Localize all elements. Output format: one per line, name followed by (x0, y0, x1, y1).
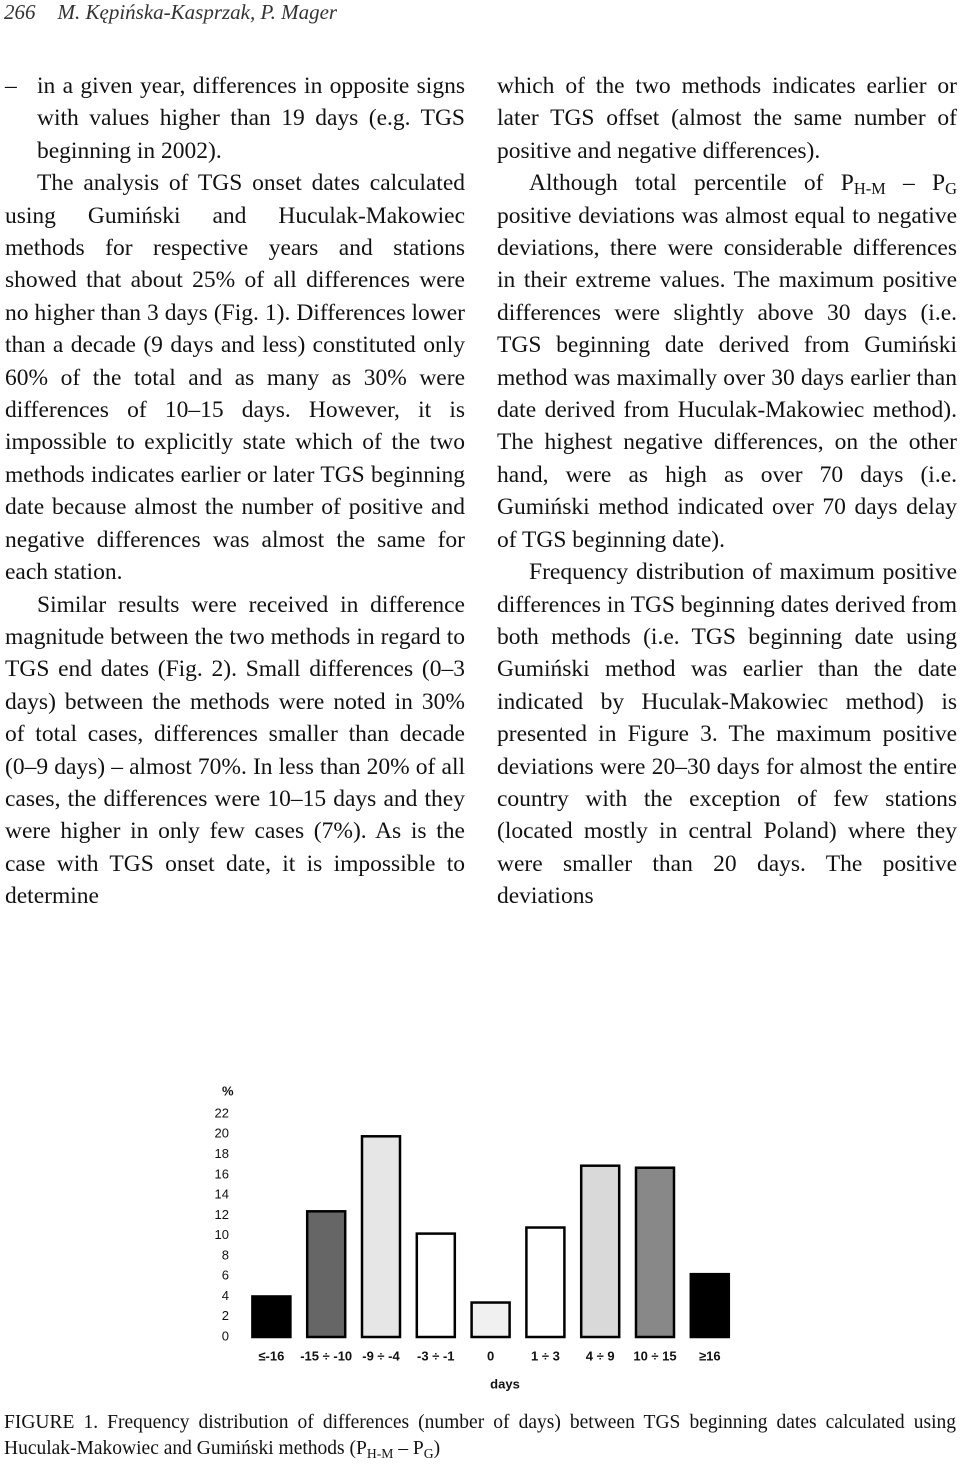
paragraph: which of the two methods indicates earli… (497, 70, 957, 167)
text: which of the two methods indicates earli… (497, 73, 957, 164)
y-tick-label: 2 (222, 1308, 229, 1323)
paragraph: Similar results were received in differe… (5, 589, 465, 913)
subscript: G (423, 1446, 434, 1461)
subscript: G (945, 179, 957, 199)
paragraph: Frequency distribution of maximum positi… (497, 556, 957, 912)
text: Although total percentile of P (529, 170, 854, 197)
right-column: which of the two methods indicates earli… (497, 70, 957, 913)
paragraph: in a given year, differences in opposite… (37, 70, 465, 167)
bar (689, 1272, 731, 1339)
left-column: – in a given year, differences in opposit… (5, 70, 465, 913)
y-tick-label: 20 (215, 1126, 229, 1141)
bar (251, 1295, 292, 1339)
x-tick-label: 4 ÷ 9 (586, 1348, 615, 1363)
x-tick-label: -15 ÷ -10 (300, 1348, 352, 1363)
x-tick-label: ≤-16 (258, 1348, 284, 1363)
x-tick-label: -3 ÷ -1 (417, 1348, 454, 1363)
text: ) (433, 1438, 441, 1459)
list-marker: – (5, 73, 17, 99)
y-tick-label: 8 (222, 1247, 229, 1262)
list-item: – in a given year, differences in opposit… (5, 70, 465, 167)
x-tick-label: 10 ÷ 15 (633, 1348, 676, 1363)
y-tick-label: 4 (222, 1288, 229, 1303)
text: Similar results were received in differe… (5, 591, 465, 910)
text: positive deviations was almost equal to … (497, 202, 957, 553)
bar (415, 1232, 457, 1339)
bar (634, 1166, 676, 1339)
y-tick-label: 0 (222, 1328, 229, 1343)
authors: M. Kępińska-Kasprzak, P. Mager (57, 0, 338, 24)
chart: % 0 2 4 6 8 10 12 14 16 18 20 22 ≤-16 -15 ÷ -10 -9 ÷ -4… (215, 1083, 731, 1391)
text: FIGURE 1. Frequency distribution of diff… (4, 1412, 956, 1459)
text: Frequency distribution of maximum positi… (497, 559, 957, 910)
bar (360, 1135, 402, 1339)
y-axis-label: % (222, 1083, 234, 1098)
figure-caption: FIGURE 1. Frequency distribution of diff… (4, 1410, 956, 1462)
y-tick-label: 14 (215, 1187, 229, 1202)
x-tick-label: 1 ÷ 3 (531, 1348, 560, 1363)
x-tick-label: -9 ÷ -4 (362, 1348, 400, 1363)
y-tick-label: 10 (215, 1227, 229, 1242)
text: in a given year, differences in opposite… (37, 73, 465, 164)
text: – P (393, 1438, 424, 1459)
bar (470, 1301, 511, 1339)
paragraph: The analysis of TGS onset dates calculat… (5, 167, 465, 588)
subscript: H-M (853, 179, 886, 199)
bar (525, 1226, 566, 1339)
bar (305, 1210, 347, 1339)
y-tick-label: 18 (215, 1146, 229, 1161)
y-tick-label: 22 (215, 1105, 229, 1120)
x-axis-label: days (490, 1376, 520, 1391)
x-tick-label: 0 (487, 1348, 494, 1363)
header: 266 M. Kępińska-Kasprzak, P. Mager (4, 0, 359, 25)
text: The analysis of TGS onset dates calculat… (5, 170, 465, 586)
page-number: 266 (4, 0, 36, 24)
text: – P (885, 170, 946, 197)
bar (579, 1164, 621, 1339)
y-tick-label: 6 (222, 1268, 229, 1283)
x-tick-label: ≥16 (699, 1348, 721, 1363)
y-tick-label: 16 (215, 1166, 229, 1181)
paragraph: Although total percentile of PH-M – PG p… (497, 167, 957, 556)
y-tick-label: 12 (215, 1207, 229, 1222)
subscript: H-M (366, 1446, 394, 1461)
